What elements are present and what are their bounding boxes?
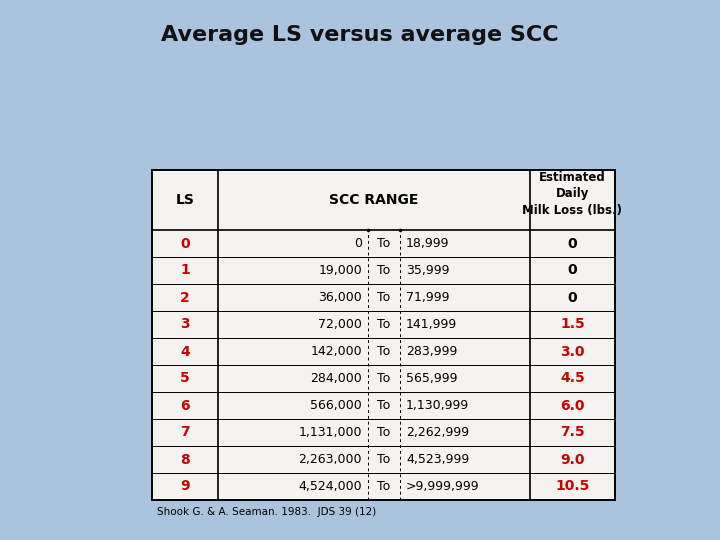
Text: 2,263,000: 2,263,000 [299, 453, 362, 466]
Text: SCC RANGE: SCC RANGE [329, 193, 419, 207]
Text: 5: 5 [180, 372, 190, 386]
Text: LS: LS [176, 193, 194, 207]
Text: 3.0: 3.0 [560, 345, 585, 359]
Text: To: To [377, 291, 391, 304]
Text: 1,131,000: 1,131,000 [299, 426, 362, 439]
Text: Average LS versus average SCC: Average LS versus average SCC [161, 25, 559, 45]
Text: 0: 0 [567, 264, 577, 278]
Text: 566,000: 566,000 [310, 399, 362, 412]
Text: 0: 0 [567, 237, 577, 251]
Text: 7: 7 [180, 426, 190, 440]
Text: 6: 6 [180, 399, 190, 413]
Text: 3: 3 [180, 318, 190, 332]
Text: 36,000: 36,000 [318, 291, 362, 304]
Text: 565,999: 565,999 [406, 372, 457, 385]
Text: 1,130,999: 1,130,999 [406, 399, 469, 412]
Text: 0: 0 [567, 291, 577, 305]
Text: To: To [377, 237, 391, 250]
Text: 18,999: 18,999 [406, 237, 449, 250]
Text: 283,999: 283,999 [406, 345, 457, 358]
Text: To: To [377, 480, 391, 493]
Text: To: To [377, 345, 391, 358]
Text: 35,999: 35,999 [406, 264, 449, 277]
Text: 0: 0 [180, 237, 190, 251]
Text: Shook G. & A. Seaman. 1983.  JDS 39 (12): Shook G. & A. Seaman. 1983. JDS 39 (12) [157, 507, 377, 517]
Text: 72,000: 72,000 [318, 318, 362, 331]
Text: 71,999: 71,999 [406, 291, 449, 304]
Text: To: To [377, 372, 391, 385]
Text: To: To [377, 318, 391, 331]
Text: 284,000: 284,000 [310, 372, 362, 385]
Text: 1: 1 [180, 264, 190, 278]
Text: 19,000: 19,000 [318, 264, 362, 277]
Text: 8: 8 [180, 453, 190, 467]
Text: >9,999,999: >9,999,999 [406, 480, 480, 493]
Text: To: To [377, 399, 391, 412]
Text: 4.5: 4.5 [560, 372, 585, 386]
Text: To: To [377, 426, 391, 439]
Text: Estimated
Daily
Milk Loss (lbs.): Estimated Daily Milk Loss (lbs.) [523, 171, 623, 217]
Text: 10.5: 10.5 [555, 480, 590, 494]
Text: 0: 0 [354, 237, 362, 250]
Text: To: To [377, 453, 391, 466]
Text: 142,000: 142,000 [310, 345, 362, 358]
Text: 7.5: 7.5 [560, 426, 585, 440]
Text: 2: 2 [180, 291, 190, 305]
Text: 141,999: 141,999 [406, 318, 457, 331]
Text: 2,262,999: 2,262,999 [406, 426, 469, 439]
Text: 6.0: 6.0 [560, 399, 585, 413]
Text: 4: 4 [180, 345, 190, 359]
Text: 4,523,999: 4,523,999 [406, 453, 469, 466]
Bar [152, 170, 615, 500]
Text: 9.0: 9.0 [560, 453, 585, 467]
Text: 4,524,000: 4,524,000 [298, 480, 362, 493]
Text: 1.5: 1.5 [560, 318, 585, 332]
Text: 9: 9 [180, 480, 190, 494]
Text: To: To [377, 264, 391, 277]
